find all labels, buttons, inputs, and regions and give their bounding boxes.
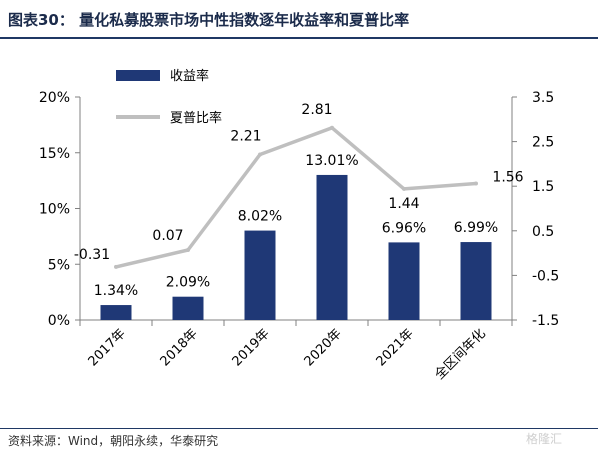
- bar: [100, 305, 132, 320]
- bar: [172, 296, 204, 320]
- chart-title: 图表30： 量化私募股票市场中性指数逐年收益率和夏普比率: [8, 11, 410, 29]
- sharpe-point: [330, 125, 334, 130]
- bar: [388, 242, 420, 320]
- bar: [460, 242, 492, 320]
- sharpe-point: [186, 247, 190, 252]
- x-tick-label: 全区间年化: [432, 326, 489, 383]
- sharpe-label: 2.81: [301, 102, 332, 118]
- y-right-tick-label: -1.5: [532, 313, 559, 329]
- sharpe-label: -0.31: [74, 247, 110, 263]
- y-right-tick-label: -0.5: [532, 268, 559, 284]
- y-left-tick-label: 10%: [39, 202, 70, 218]
- bar: [316, 174, 348, 320]
- bar-label: 8.02%: [238, 209, 282, 225]
- chart: 0% 5% 10% 15% 20% -1.5 -0.5 0.5 1.5 2.5 3.5 1.34% 2.…: [39, 68, 559, 383]
- legend-line-label: 夏普比率: [170, 110, 222, 126]
- sharpe-point: [474, 181, 478, 186]
- watermark-logo: 格隆汇: [526, 432, 563, 446]
- bar-label: 2.09%: [166, 275, 210, 291]
- x-tick-label: 2020年: [302, 326, 345, 369]
- sharpe-point: [402, 186, 406, 191]
- y-right-tick-label: 0.5: [532, 224, 554, 240]
- title-rule: [0, 37, 598, 39]
- y-right-tick-label: 1.5: [532, 179, 554, 195]
- sharpe-label: 0.07: [152, 228, 183, 244]
- bar-label: 6.96%: [382, 220, 426, 236]
- y-left-tick-label: 15%: [39, 146, 70, 162]
- bar-label: 13.01%: [305, 153, 358, 169]
- legend-bar-swatch: [116, 70, 160, 81]
- sharpe-line: [115, 126, 477, 269]
- x-tick-label: 2019年: [230, 326, 273, 369]
- sharpe-label: 1.44: [388, 196, 419, 212]
- footer-rule: [0, 428, 598, 429]
- sharpe-point: [258, 152, 262, 157]
- source-note: 资料来源：Wind，朝阳永续，华泰研究: [8, 434, 219, 448]
- title-bar: 图表30： 量化私募股票市场中性指数逐年收益率和夏普比率: [0, 0, 598, 39]
- bar-label: 6.99%: [454, 220, 498, 236]
- sharpe-point: [114, 264, 118, 269]
- legend-bar-label: 收益率: [170, 68, 209, 84]
- y-right-tick-label: 2.5: [532, 135, 554, 151]
- x-tick-label: 2017年: [86, 326, 129, 369]
- y-left-tick-label: 0%: [48, 313, 70, 329]
- sharpe-label: 1.56: [492, 170, 523, 186]
- y-left-tick-label: 20%: [39, 90, 70, 106]
- bar-label: 1.34%: [94, 283, 138, 299]
- x-tick-label: 2021年: [374, 326, 417, 369]
- y-right-tick-label: 3.5: [532, 90, 554, 106]
- bar: [244, 230, 276, 320]
- sharpe-label: 2.21: [230, 129, 261, 145]
- x-tick-label: 2018年: [158, 326, 201, 369]
- y-left-tick-label: 5%: [48, 257, 70, 273]
